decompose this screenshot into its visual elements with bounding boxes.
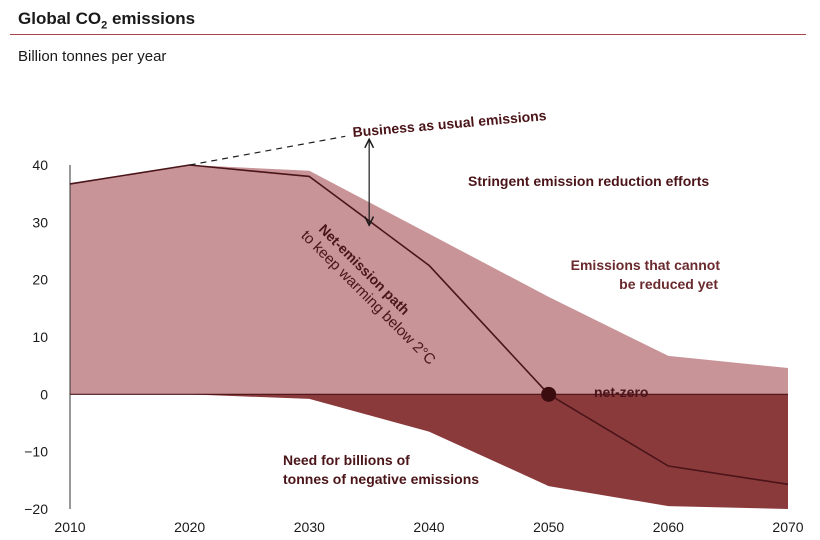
negative-emissions-label-line2: tonnes of negative emissions — [283, 471, 479, 487]
net-zero-marker — [541, 386, 557, 402]
cannot-reduce-label-line1: Emissions that cannot — [571, 257, 721, 273]
negative-emissions-label-line1: Need for billions of — [283, 452, 410, 468]
title-divider — [10, 34, 806, 35]
x-tick-label: 2070 — [772, 519, 803, 535]
gross-emissions-area — [70, 165, 788, 395]
x-tick-label: 2040 — [413, 519, 444, 535]
y-tick-label: −20 — [24, 501, 48, 517]
y-tick-label: 10 — [32, 329, 48, 345]
y-tick-label: 20 — [32, 272, 48, 288]
stringent-efforts-label: Stringent emission reduction efforts — [468, 173, 709, 189]
x-tick-label: 2060 — [653, 519, 684, 535]
chart-subtitle: Billion tonnes per year — [18, 48, 167, 65]
cannot-reduce-label-line2: be reduced yet — [619, 276, 718, 292]
chart-title: Global CO2 emissions — [18, 9, 196, 32]
business-as-usual-line — [189, 135, 346, 166]
business-as-usual-label: Business as usual emissions — [352, 107, 547, 140]
negative-emissions-area — [70, 394, 788, 509]
y-tick-label: 40 — [32, 157, 48, 173]
x-tick-label: 2050 — [533, 519, 564, 535]
y-tick-label: −10 — [24, 444, 48, 460]
net-zero-label: net-zero — [594, 384, 648, 400]
x-tick-label: 2020 — [174, 519, 205, 535]
x-tick-label: 2030 — [294, 519, 325, 535]
x-tick-label: 2010 — [54, 519, 85, 535]
y-tick-label: 0 — [40, 386, 48, 402]
y-tick-label: 30 — [32, 214, 48, 230]
